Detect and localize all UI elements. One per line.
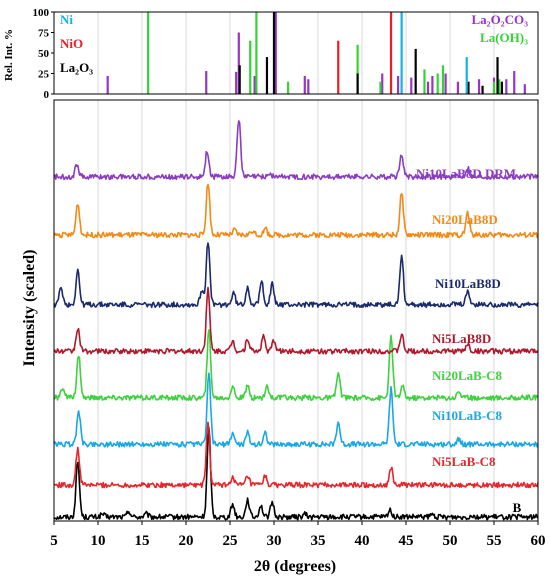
xrd-x-tick-label: 30 [267,533,282,549]
xrd-series-line [53,329,539,402]
panel-letter-annotation: B [513,500,522,515]
xrd-x-tick-label: 60 [531,533,546,549]
reference-pattern-panel: 0 25 50 75 100 Rel. Int. % Ni NiO La₂O₃ La₂O₂CO… [3,7,539,101]
xrd-series-line [53,242,539,309]
reference-y-axis-label: Rel. Int. % [3,29,15,81]
xrd-x-ticks: 5 10 15 20 25 30 35 40 45 50 55 60 [50,521,546,549]
legend-entry: La(OH)₃ [480,30,528,45]
xrd-x-tick-label: 50 [443,533,458,549]
xrd-series-line [53,426,539,521]
xrd-x-tick-label: 5 [50,533,58,549]
legend-entry: La₂O₂CO₃ [472,12,529,27]
legend-entry: NiO [60,36,83,51]
series-label: Ni20LaB-C8 [432,368,503,383]
reference-y-tick-label: 0 [44,89,50,101]
series-label: Ni5LaB-C8 [432,454,496,469]
xrd-y-axis-label: Intensity (scaled) [21,250,38,367]
series-label: Ni20LaB8D [432,212,498,227]
legend-entry: La₂O₃ [60,60,93,75]
reference-y-tick-label: 75 [38,28,50,40]
reference-legend: Ni NiO La₂O₃ La₂O₂CO₃ La(OH)₃ [60,12,528,75]
series-label: Ni5LaB8D [432,331,491,346]
series-label: Ni10LaB8D DRM [416,166,516,181]
xrd-panel-frame [53,99,539,522]
xrd-x-tick-label: 35 [311,533,326,549]
legend-entry: Ni [60,12,73,27]
xrd-series-labels: Ni10LaB8D DRM Ni20LaB8D Ni10LaB8D Ni5LaB8D N… [416,166,516,469]
series-label: Ni10LaB-C8 [432,408,503,423]
xrd-x-axis-label: 2θ (degrees) [254,558,336,575]
reference-bars [106,12,526,94]
xrd-patterns-panel: 5 10 15 20 25 30 35 40 45 50 55 60 Ni10LaB8D DRM Ni2… [21,99,546,575]
xrd-x-tick-label: 10 [91,533,106,549]
xrd-x-tick-label: 20 [179,533,194,549]
xrd-x-tick-label: 40 [355,533,370,549]
xrd-series-line [53,372,539,448]
reference-y-tick-label: 100 [33,7,50,19]
xrd-x-tick-label: 25 [223,533,238,549]
reference-y-tick-label: 25 [38,69,50,81]
xrd-x-tick-label: 55 [487,533,502,549]
xrd-x-tick-label: 45 [399,533,414,549]
xrd-series [53,120,539,521]
xrd-series-line [53,286,539,355]
xrd-series-line [53,421,539,489]
xrd-series-line [53,120,539,181]
series-label: Ni10LaB8D [435,276,501,291]
xrd-series-line [53,183,539,239]
reference-y-tick-label: 50 [38,48,50,60]
xrd-x-tick-label: 15 [135,533,150,549]
reference-y-ticks: 0 25 50 75 100 [33,7,54,101]
